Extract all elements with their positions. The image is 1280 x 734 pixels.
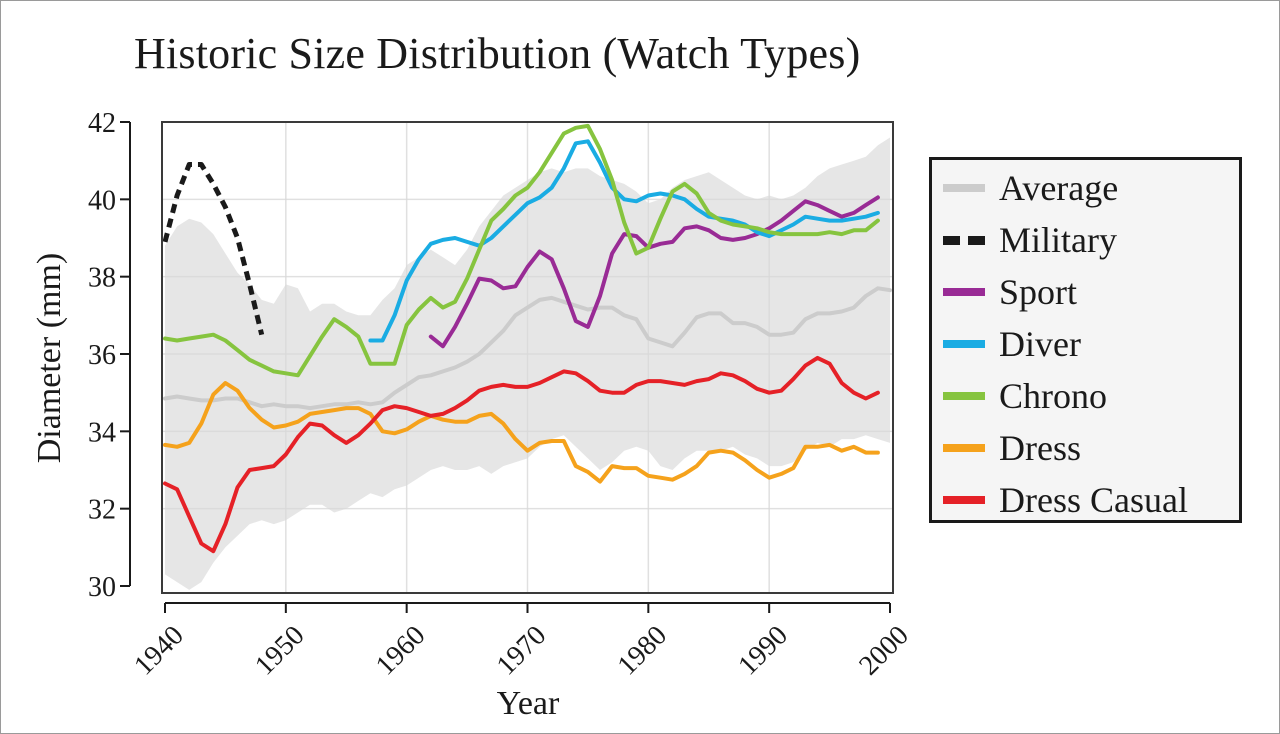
y-tick-label: 40 [88,185,116,216]
legend-swatch [943,288,985,296]
legend-label: Chrono [999,376,1107,416]
x-tick-label: 1990 [732,620,794,682]
legend-label: Sport [999,272,1078,312]
legend: Average Military Sport Diver Chrono Dress Dres… [929,157,1242,523]
legend-item-dress: Dress [932,428,1239,468]
plot-border [161,121,894,594]
legend-label: Average [999,168,1119,208]
series-line-diver [368,139,880,343]
legend-item-military: Military [932,220,1239,260]
legend-item-chrono: Chrono [932,376,1239,416]
legend-label: Dress Casual [999,480,1188,520]
x-tick-label: 1970 [491,620,553,682]
plot-frame [161,121,894,594]
legend-label: Military [999,220,1117,260]
legend-swatch [943,444,985,452]
legend-item-dress-casual: Dress Casual [932,480,1239,520]
chart-title: Historic Size Distribution (Watch Types) [134,29,861,78]
legend-swatch [943,340,985,348]
series-lines [162,123,892,554]
legend-swatch [943,184,985,192]
legend-swatch [943,236,985,245]
series-line-sport [428,195,880,349]
grid [162,122,893,593]
series-line-chrono [163,123,880,378]
legend-swatch [943,496,985,504]
legend-item-average: Average [932,168,1239,208]
legend-swatch [943,392,985,400]
x-tick-label: 1960 [370,620,432,682]
series-line-average [163,286,892,411]
series-line-dress [163,381,880,484]
y-tick-label: 34 [88,417,116,448]
y-tick-label: 42 [88,108,116,139]
y-axis: 30 32 34 36 38 40 42 [88,108,131,603]
x-tick-label: 1940 [128,620,190,682]
y-tick-label: 32 [88,495,116,526]
legend-item-diver: Diver [932,324,1239,364]
x-axis-title: Year [497,685,560,722]
y-tick-label: 36 [88,340,116,371]
x-tick-label: 1950 [249,620,311,682]
series-line-dress-casual [163,355,880,554]
y-tick-label: 30 [88,572,116,603]
y-tick-label: 38 [88,263,116,294]
x-tick-label: 2000 [853,620,915,682]
legend-item-sport: Sport [932,272,1239,312]
y-axis-title: Diameter (mm) [31,253,68,464]
legend-label: Diver [999,324,1081,364]
x-axis: 1940 1950 1960 1970 1980 1990 2000 [128,602,915,682]
legend-label: Dress [999,428,1081,468]
x-tick-label: 1980 [612,620,674,682]
